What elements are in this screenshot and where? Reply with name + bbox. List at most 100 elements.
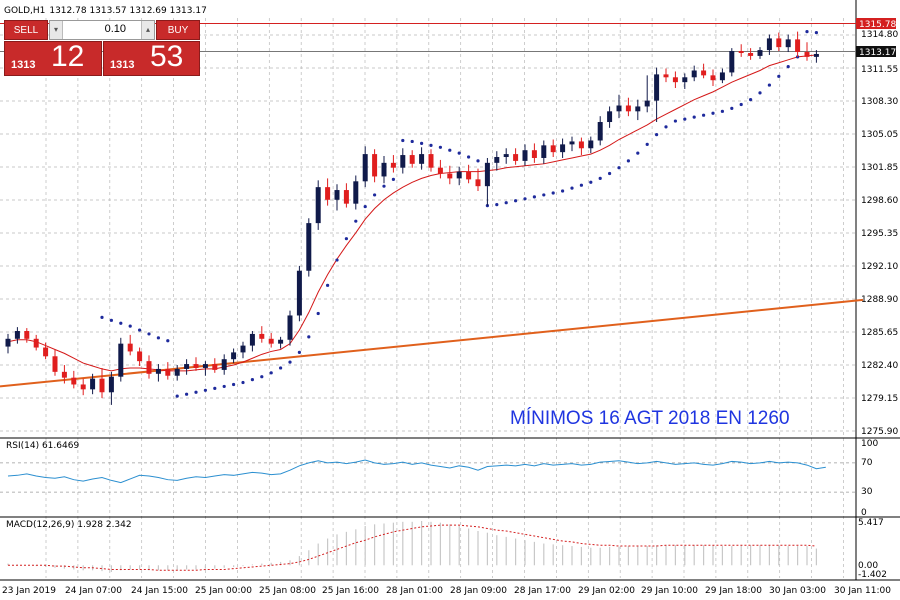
- sar-dot: [495, 203, 499, 207]
- sar-dot: [213, 386, 217, 390]
- sar-dot: [363, 204, 367, 209]
- candle-body: [118, 343, 124, 377]
- sar-dot: [786, 65, 790, 69]
- sar-dot: [316, 311, 320, 316]
- sar-dot: [232, 382, 236, 387]
- candle-body: [466, 171, 472, 180]
- candle-body: [795, 39, 801, 53]
- buy-price-handle: 1313: [110, 59, 135, 71]
- sar-dot: [279, 366, 283, 370]
- time-tick: 30 Jan 11:00: [834, 586, 891, 596]
- candle-body: [654, 74, 660, 101]
- candle-body: [757, 50, 763, 56]
- time-tick: 25 Jan 16:00: [322, 586, 379, 596]
- candle-body: [390, 162, 396, 168]
- candle-body: [165, 368, 171, 376]
- candles: [5, 31, 819, 405]
- sar-dot: [382, 184, 386, 188]
- sar-dot: [551, 191, 555, 195]
- chart-symbol-header: GOLD,H1 1312.78 1313.57 1312.69 1313.17: [4, 6, 207, 16]
- candle-body: [644, 100, 650, 107]
- candle-body: [184, 364, 190, 369]
- trendline[interactable]: [0, 298, 864, 388]
- candle-body: [14, 331, 20, 339]
- trendline-segment: [0, 298, 864, 388]
- candle-body: [625, 105, 631, 112]
- candle-body: [174, 368, 180, 376]
- candle-body: [748, 52, 754, 56]
- sar-dot: [269, 371, 273, 375]
- time-tick: 28 Jan 01:00: [386, 586, 443, 596]
- candle-body: [456, 171, 462, 179]
- current-price-label: 1313.17: [859, 48, 896, 58]
- candle-body: [231, 352, 237, 360]
- sar-dot: [711, 111, 715, 115]
- sar-dot: [326, 283, 330, 287]
- sar-dot: [297, 350, 301, 354]
- sar-dot: [457, 151, 461, 155]
- sar-dot: [260, 375, 264, 379]
- macd-level: 0.00: [858, 561, 878, 571]
- candle-body: [381, 162, 387, 177]
- sar-dot: [250, 378, 254, 382]
- candle-body: [560, 144, 566, 153]
- sar-dot: [692, 115, 696, 119]
- sar-dot: [138, 328, 142, 332]
- sell-button[interactable]: SELL: [4, 20, 48, 40]
- sar-dot: [203, 388, 207, 392]
- sar-dot: [373, 193, 377, 197]
- sar-dot: [344, 237, 348, 241]
- sar-dot: [194, 390, 198, 394]
- candle-body: [80, 384, 86, 390]
- buy-price-display[interactable]: 1313 53: [103, 40, 200, 76]
- time-tick: 23 Jan 2019: [2, 586, 56, 596]
- buy-price-pips: 53: [150, 40, 184, 73]
- sar-dot: [175, 394, 179, 398]
- macd-histogram: [7, 520, 818, 572]
- candle-body: [108, 376, 114, 393]
- rsi-path: [7, 459, 826, 484]
- sar-dot: [504, 201, 508, 205]
- sar-dot: [410, 139, 414, 144]
- price-tick: 1288.90: [861, 295, 898, 305]
- lot-increase-icon[interactable]: ▴: [141, 21, 154, 39]
- high-price-tag: [856, 18, 896, 29]
- candle-body: [409, 155, 415, 164]
- lot-decrease-icon[interactable]: ▾: [50, 21, 63, 39]
- candle-body: [672, 77, 678, 83]
- candle-body: [24, 331, 30, 339]
- candle-body: [522, 150, 528, 161]
- sar-dot: [683, 117, 687, 121]
- price-tick: 1308.30: [861, 97, 898, 107]
- lot-size-value[interactable]: 0.10: [104, 23, 126, 35]
- candle-body: [419, 154, 425, 164]
- rsi-level: 30: [861, 487, 873, 497]
- candle-body: [127, 343, 133, 352]
- sar-dot: [608, 171, 612, 176]
- rsi-level: 0: [861, 508, 867, 518]
- rsi-label: RSI(14) 61.6469: [6, 441, 79, 451]
- sar-dot: [335, 258, 339, 262]
- sell-price-display[interactable]: 1313 12: [4, 40, 102, 76]
- candle-body: [738, 51, 744, 53]
- sar-dot: [598, 176, 602, 180]
- lot-size-field[interactable]: ▾ 0.10 ▴: [49, 20, 155, 40]
- rsi-line: [0, 459, 856, 493]
- macd-signal-path: [8, 524, 817, 571]
- candle-body: [137, 351, 143, 362]
- sar-dot: [109, 318, 113, 322]
- sar-dot: [222, 384, 226, 389]
- candle-body: [315, 187, 321, 224]
- rsi-level: 100: [861, 439, 878, 449]
- candle-body: [202, 364, 208, 368]
- macd-level: 5.417: [858, 518, 884, 528]
- sar-dot: [702, 113, 706, 117]
- price-tick: 1292.10: [861, 262, 898, 272]
- buy-button[interactable]: BUY: [156, 20, 200, 40]
- candle-body: [719, 72, 725, 81]
- sar-dot: [626, 159, 631, 163]
- rsi-level: 70: [861, 458, 873, 468]
- sar-dot: [758, 91, 762, 95]
- sar-dot: [655, 133, 659, 137]
